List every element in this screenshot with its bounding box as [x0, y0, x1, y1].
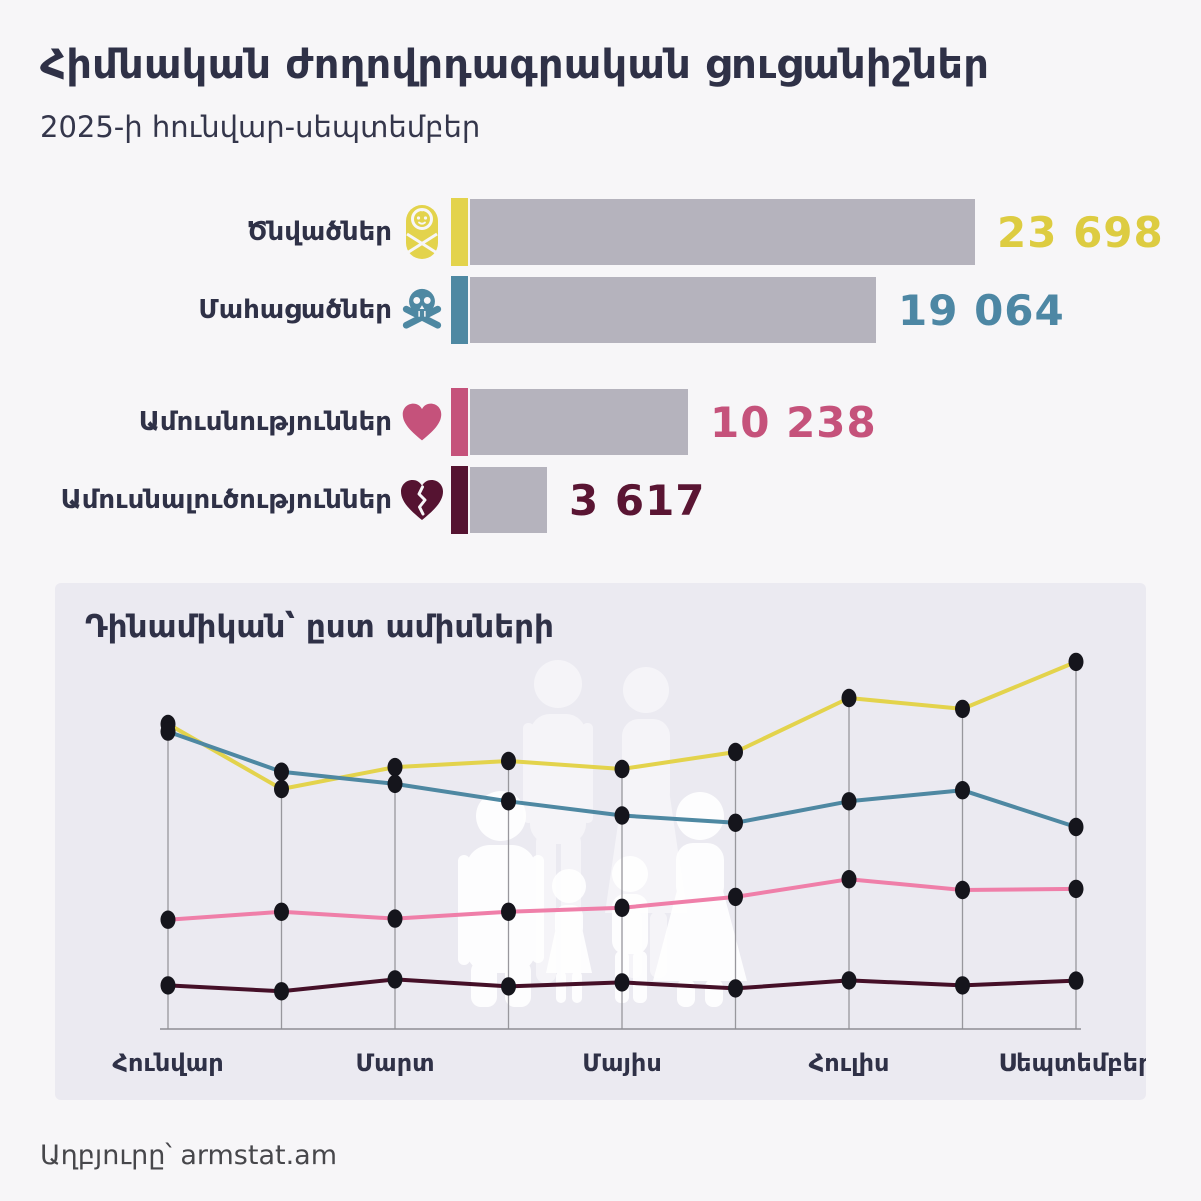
bar: [470, 389, 688, 455]
x-axis-label: Հուլիս: [809, 1049, 890, 1077]
data-point: [160, 976, 176, 995]
bar-tick-mark: [451, 198, 468, 266]
data-point: [1068, 879, 1084, 899]
bar: [470, 467, 547, 533]
data-point: [274, 902, 289, 921]
source-credit: Աղբյուրը՝ armstat.am: [40, 1140, 338, 1171]
data-point: [160, 722, 176, 741]
data-point: [955, 699, 970, 719]
x-axis-label: Հունվար: [112, 1049, 223, 1077]
family-watermark: [458, 660, 747, 1007]
bar-row: Ամուսնություններ 10 238: [0, 388, 1201, 456]
data-point: [274, 779, 289, 799]
line-chart-panel: Դինամիկան՝ ըստ ամիսների: [55, 583, 1146, 1100]
bar-label: Ծնվածներ: [247, 217, 392, 247]
bar-label: Ամուսնալուծություններ: [60, 485, 392, 515]
page-subtitle: 2025-ի հունվար-սեպտեմբեր: [40, 110, 481, 144]
heart-icon: [398, 388, 446, 456]
baby-icon: [398, 198, 446, 266]
bar: [470, 199, 975, 265]
data-point: [955, 880, 970, 900]
bar-row: Մահացածներ 19 064: [0, 276, 1201, 344]
data-point: [501, 977, 516, 996]
bar-label: Ամուսնություններ: [138, 407, 392, 437]
line-chart-title: Դինամիկան՝ ըստ ամիսների: [85, 609, 554, 645]
bar-tick-mark: [451, 276, 468, 344]
data-point: [160, 910, 176, 929]
data-point: [387, 909, 403, 928]
data-points: [160, 652, 1084, 1001]
data-point: [955, 976, 970, 995]
data-point: [841, 971, 857, 990]
data-point: [501, 792, 516, 811]
data-point: [1068, 817, 1084, 837]
bar-tick-mark: [451, 388, 468, 456]
bar-chart: Ծնվածներ 23 698 Մահացածներ 19 064 Ամուսնությ…: [0, 0, 1201, 560]
data-point: [728, 742, 743, 762]
bar-value: 19 064: [898, 285, 1065, 335]
bar-tick-mark: [451, 466, 468, 534]
data-point: [501, 902, 516, 921]
bar-row: Ամուսնալուծություններ 3 617: [0, 466, 1201, 534]
data-point: [1068, 971, 1084, 990]
data-point: [1068, 652, 1084, 672]
data-point: [955, 781, 970, 800]
data-point: [614, 898, 630, 917]
bar-value: 10 238: [710, 397, 877, 447]
data-point: [841, 870, 857, 889]
data-point: [387, 970, 403, 989]
bar: [470, 277, 876, 343]
line-chart: Հունվար Մարտ Մայիս Հուլիս Սեպտեմբեր: [112, 652, 1146, 1077]
data-point: [728, 887, 743, 907]
data-point: [614, 973, 630, 992]
data-point: [614, 759, 630, 779]
page-title: Հիմնական ժողովրդագրական ցուցանիշներ: [40, 42, 990, 88]
data-point: [841, 688, 857, 708]
data-point: [728, 979, 743, 998]
bar-label: Մահացածներ: [198, 295, 392, 325]
x-axis-label: Սեպտեմբեր: [999, 1049, 1146, 1077]
bar-row: Ծնվածներ 23 698: [0, 198, 1201, 266]
data-point: [387, 774, 403, 794]
x-axis-labels: Հունվար Մարտ Մայիս Հուլիս Սեպտեմբեր: [112, 1049, 1146, 1077]
data-point: [387, 757, 403, 777]
data-point: [728, 813, 743, 832]
data-point: [501, 751, 516, 771]
skull-icon: [398, 276, 446, 344]
broken-heart-icon: [398, 466, 446, 534]
data-point: [274, 762, 289, 781]
x-axis-label: Մարտ: [355, 1049, 434, 1077]
data-point: [841, 792, 857, 811]
bar-value: 23 698: [997, 207, 1164, 257]
data-point: [274, 982, 289, 1001]
bar-value: 3 617: [569, 475, 706, 525]
x-axis-label: Մայիս: [582, 1049, 662, 1077]
grandparents-silhouette: [523, 660, 687, 983]
data-point: [614, 806, 630, 825]
